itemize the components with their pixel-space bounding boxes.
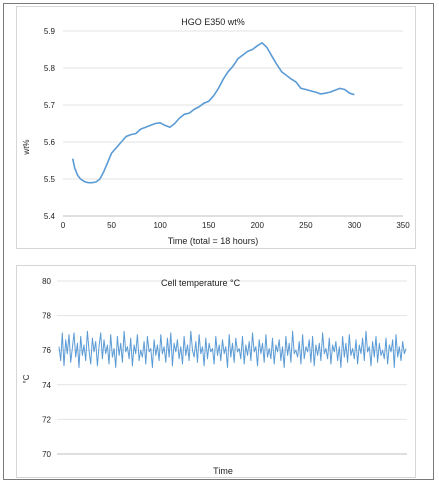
cell-temperature-y-tick-label: 72 [42, 415, 51, 424]
cell-temperature-series-line [58, 330, 407, 368]
wt-percent-x-tick-label: 200 [251, 221, 265, 230]
wt-percent-y-tick-label: 5.5 [44, 175, 56, 184]
wt-percent-y-tick-label: 5.8 [44, 64, 56, 73]
wt-percent-chart-panel: 5.4 5.5 5.6 5.7 5.8 5.9 0 50 100 150 200 250 300 350… [16, 6, 416, 249]
cell-temperature-y-tick-label: 80 [42, 277, 51, 286]
wt-percent-series-line [71, 41, 355, 184]
cell-temperature-y-axis-label: °C [22, 374, 31, 383]
cell-temperature-series [58, 330, 407, 368]
cell-temperature-chart: 70 72 74 76 78 80 Cell temperature °C Time °C [22, 277, 407, 476]
wt-percent-x-tick-label: 250 [299, 221, 313, 230]
cell-temperature-y-tick-label: 78 [42, 312, 51, 321]
wt-percent-x-tick-label: 0 [61, 221, 66, 230]
wt-percent-chart-title: HGO E350 wt% [181, 17, 245, 27]
wt-percent-y-tick-labels: 5.4 5.5 5.6 5.7 5.8 5.9 [44, 27, 56, 221]
wt-percent-x-tick-label: 300 [348, 221, 362, 230]
wt-percent-chart: 5.4 5.5 5.6 5.7 5.8 5.9 0 50 100 150 200 250 300 350… [22, 17, 410, 246]
wt-percent-x-tick-label: 50 [107, 221, 116, 230]
cell-temperature-chart-title: Cell temperature °C [161, 278, 241, 288]
wt-percent-x-axis-label: Time (total = 18 hours) [168, 236, 258, 246]
wt-percent-series [71, 41, 355, 184]
wt-percent-gridlines [63, 30, 403, 217]
cell-temperature-y-tick-label: 70 [42, 450, 51, 459]
cell-temperature-gridlines [57, 280, 407, 455]
figure-frame [3, 3, 434, 480]
cell-temperature-x-axis-label: Time [213, 466, 233, 476]
wt-percent-y-tick-label: 5.9 [44, 27, 56, 36]
wt-percent-y-tick-label: 5.6 [44, 138, 56, 147]
wt-percent-y-axis-label: wt% [22, 139, 31, 155]
wt-percent-x-tick-labels: 0 50 100 150 200 250 300 350 [61, 221, 410, 230]
cell-temperature-chart-panel: 70 72 74 76 78 80 Cell temperature °C Time °C [16, 265, 416, 478]
cell-temperature-y-tick-labels: 70 72 74 76 78 80 [42, 277, 51, 459]
wt-percent-x-tick-label: 350 [396, 221, 410, 230]
wt-percent-y-tick-label: 5.4 [44, 212, 56, 221]
cell-temperature-y-tick-label: 76 [42, 346, 51, 355]
wt-percent-x-tick-label: 150 [202, 221, 216, 230]
cell-temperature-y-tick-label: 74 [42, 381, 51, 390]
wt-percent-y-tick-label: 5.7 [44, 101, 56, 110]
wt-percent-x-tick-label: 100 [153, 221, 167, 230]
